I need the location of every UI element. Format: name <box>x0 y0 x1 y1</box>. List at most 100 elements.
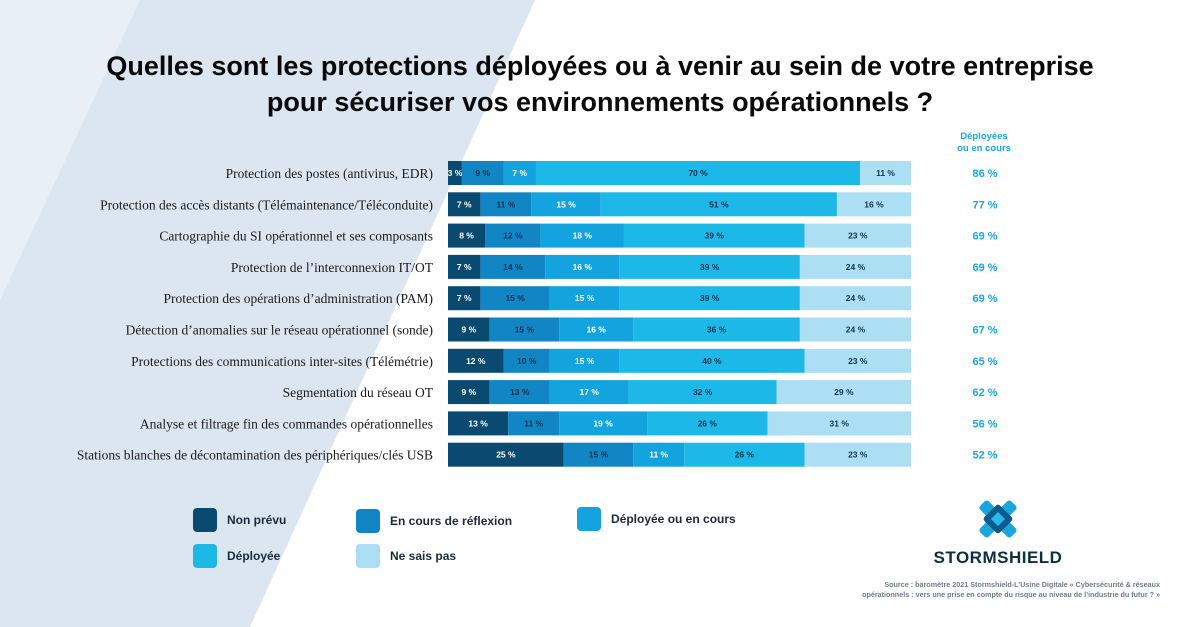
category-label: Protection des accès distants (Télémaint… <box>100 197 433 212</box>
category-label: Détection d’anomalies sur le réseau opér… <box>126 323 433 338</box>
segment-value-label: 16 % <box>573 262 593 272</box>
legend-label-reflexion: En cours de réflexion <box>390 514 513 528</box>
category-label: Protection de l’interconnexion IT/OT <box>231 260 434 275</box>
deployed-total-label: 69 % <box>972 293 997 305</box>
bar-segment <box>559 411 648 436</box>
bar-segment <box>633 442 685 467</box>
bar-segment <box>619 286 800 311</box>
bar-segment <box>619 348 805 373</box>
bar-segment <box>545 254 620 279</box>
chart-title-line-2: pour sécuriser vos environnements opérat… <box>266 87 934 117</box>
bar-segment <box>485 223 541 248</box>
deployed-total-label: 52 % <box>972 450 997 462</box>
segment-value-label: 24 % <box>846 293 866 303</box>
deployed-total-label: 67 % <box>972 325 997 337</box>
segment-value-label: 7 % <box>457 293 472 303</box>
legend-swatch-deployee <box>193 544 217 568</box>
category-label: Segmentation du réseau OT <box>283 385 434 400</box>
segment-value-label: 29 % <box>834 387 854 397</box>
bar-segment <box>549 348 620 373</box>
bar-segment <box>461 161 504 185</box>
legend-item-deployee: Déployée <box>193 544 280 568</box>
segment-value-label: 23 % <box>848 356 868 366</box>
legend-swatch-deployee-en-cours <box>577 507 601 531</box>
deployed-total-label: 86 % <box>972 168 997 180</box>
segment-value-label: 11 % <box>649 450 668 460</box>
segment-value-label: 12 % <box>466 356 486 366</box>
bar-segment <box>619 254 800 279</box>
legend-item-reflexion: En cours de réflexion <box>356 509 512 533</box>
bar-segment <box>804 348 911 373</box>
legend-item-deployee-en-cours: Déployée ou en cours <box>577 507 736 531</box>
bar-segment <box>767 411 911 436</box>
brand-name: STORMSHIELD <box>933 548 1063 567</box>
deployed-total-label: 77 % <box>972 199 997 211</box>
segment-value-label: 15 % <box>575 356 595 366</box>
bar-segment <box>804 442 911 467</box>
segment-value-label: 19 % <box>593 418 613 428</box>
bar-segment <box>508 411 560 436</box>
bar-segment <box>448 380 490 405</box>
segment-value-label: 11 % <box>876 168 895 178</box>
segment-value-label: 15 % <box>575 293 595 303</box>
legend-swatch-ne-sais-pas <box>356 544 380 568</box>
segment-value-label: 23 % <box>848 450 868 460</box>
deployed-header-line-2: ou en cours <box>957 143 1011 154</box>
deployed-total-label: 65 % <box>972 356 997 368</box>
segment-value-label: 16 % <box>586 325 606 335</box>
bar-segment <box>448 161 462 185</box>
segment-value-label: 15 % <box>589 450 609 460</box>
segment-value-label: 15 % <box>505 293 525 303</box>
segment-value-label: 11 % <box>524 418 543 428</box>
segment-value-label: 7 % <box>457 262 472 272</box>
legend-label-deployee-en-cours: Déployée ou en cours <box>611 512 736 526</box>
category-label: Protections des communications inter-sit… <box>131 354 433 369</box>
segment-value-label: 31 % <box>830 418 850 428</box>
source-line-2: opérationnels : vers une prise en compte… <box>862 590 1160 599</box>
bar-segment <box>559 317 634 342</box>
bar-segment <box>540 223 624 248</box>
bar-segment <box>535 161 861 185</box>
bar-segment <box>647 411 768 436</box>
bar-segment <box>799 317 911 342</box>
segment-value-label: 17 % <box>580 387 600 397</box>
segment-value-label: 40 % <box>702 356 722 366</box>
bar-segment <box>489 380 550 405</box>
bar-segment <box>480 286 550 311</box>
segment-value-label: 32 % <box>693 387 713 397</box>
bar-segment <box>549 286 620 311</box>
bar-segment <box>448 442 564 467</box>
segment-value-label: 51 % <box>709 199 729 209</box>
legend-item-non-prevu: Non prévu <box>193 508 286 532</box>
bar-segment <box>448 254 481 279</box>
legend-label-non-prevu: Non prévu <box>227 513 287 527</box>
bar-segment <box>503 348 550 373</box>
segment-value-label: 15 % <box>515 325 535 335</box>
segment-value-label: 9 % <box>475 168 490 178</box>
bar-segment <box>448 223 486 248</box>
deployed-header-line-1: Déployées <box>960 131 1008 142</box>
segment-value-label: 18 % <box>573 231 593 241</box>
bar-segment <box>503 161 536 185</box>
bar-segment <box>480 254 546 279</box>
bar-segment <box>448 192 481 217</box>
segment-value-label: 24 % <box>846 325 866 335</box>
legend-swatch-reflexion <box>356 509 380 533</box>
source-line-1: Source : baromètre 2021 Stormshield-L’Us… <box>884 580 1160 589</box>
bar-segment <box>836 192 911 217</box>
stormshield-logo-icon <box>979 500 1017 538</box>
category-label: Protection des postes (antivirus, EDR) <box>226 166 433 181</box>
bar-segment <box>600 192 837 217</box>
segment-value-label: 9 % <box>462 325 477 335</box>
segment-value-label: 39 % <box>700 293 720 303</box>
category-label: Protection des opérations d’administrati… <box>164 291 433 306</box>
bar-segment <box>448 317 490 342</box>
segment-value-label: 9 % <box>462 387 477 397</box>
bar-segment <box>684 442 805 467</box>
bar-segment <box>448 286 481 311</box>
segment-value-label: 7 % <box>512 168 527 178</box>
deployed-total-label: 69 % <box>972 262 997 274</box>
bar-segment <box>804 223 911 248</box>
